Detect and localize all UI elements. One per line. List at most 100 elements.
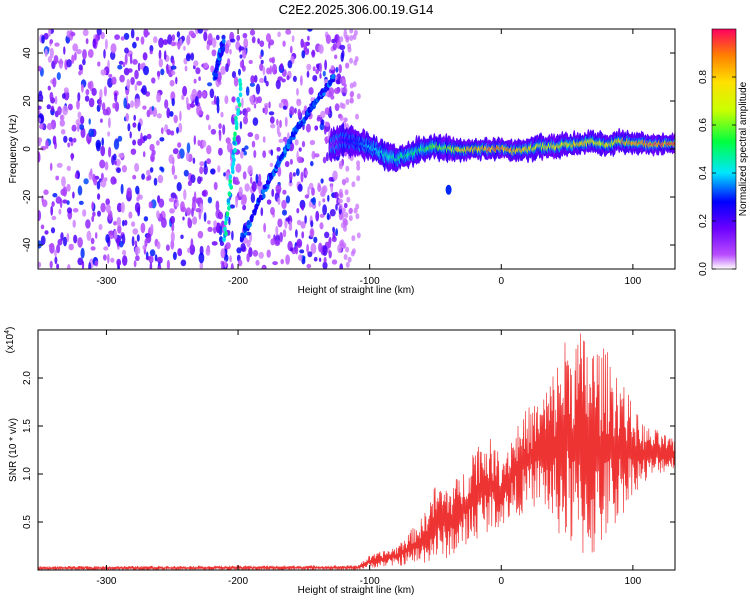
- noise-speck: [63, 236, 67, 247]
- noise-speck: [326, 212, 330, 221]
- noise-speck: [339, 77, 344, 84]
- noise-speck: [41, 35, 45, 44]
- noise-speck: [176, 31, 181, 38]
- noise-speck: [165, 244, 170, 251]
- noise-speck: [355, 213, 360, 220]
- noise-speck: [231, 96, 236, 103]
- noise-speck: [82, 29, 89, 37]
- noise-speck: [319, 222, 324, 230]
- noise-speck: [123, 97, 127, 109]
- noise-speck: [184, 65, 188, 72]
- noise-speck: [166, 107, 171, 119]
- noise-speck: [72, 43, 79, 52]
- noise-speck: [117, 265, 120, 269]
- snr-x-tick-label: 100: [625, 576, 642, 587]
- noise-speck: [339, 115, 344, 121]
- noise-speck: [340, 212, 345, 219]
- noise-speck: [199, 161, 205, 167]
- noise-speck: [241, 97, 244, 108]
- noise-speck: [275, 79, 281, 90]
- noise-speck: [281, 78, 286, 83]
- noise-speck: [345, 99, 350, 105]
- noise-speck: [257, 96, 262, 104]
- noise-speck: [156, 113, 162, 119]
- noise-speck: [247, 165, 253, 176]
- noise-speck: [289, 220, 293, 230]
- noise-speck: [328, 87, 335, 97]
- noise-speck: [349, 29, 354, 34]
- noise-speck: [207, 220, 211, 225]
- noise-speck: [167, 34, 173, 45]
- noise-speck: [183, 169, 189, 177]
- noise-speck: [282, 40, 286, 47]
- noise-speck: [171, 98, 175, 107]
- noise-speck: [211, 37, 217, 48]
- noise-speck: [345, 261, 350, 268]
- noise-speck: [268, 41, 271, 49]
- spectrogram-x-axis-title: Height of straight line (km): [298, 285, 415, 296]
- noise-speck: [50, 227, 56, 234]
- noise-speck: [202, 140, 207, 148]
- noise-speck: [83, 178, 89, 185]
- noise-speck: [249, 95, 255, 103]
- noise-speck: [117, 224, 122, 234]
- snr-x-tick-label: -300: [96, 576, 116, 587]
- noise-speck: [258, 173, 262, 183]
- noise-speck: [285, 254, 290, 265]
- noise-speck: [130, 29, 135, 39]
- noise-speck: [222, 124, 226, 135]
- colorbar-ticks: 0.0 0.2 0.4 0.6 0.8: [698, 70, 736, 276]
- noise-speck: [337, 198, 343, 204]
- noise-speck: [190, 52, 195, 61]
- noise-speck: [211, 241, 218, 246]
- noise-speck: [48, 243, 54, 248]
- steep-streak-upper: [212, 38, 226, 81]
- noise-speck: [122, 220, 125, 227]
- noise-speck: [45, 139, 49, 149]
- noise-speck: [38, 117, 41, 123]
- noise-speck: [116, 167, 121, 174]
- noise-speck: [355, 113, 359, 120]
- noise-speck: [193, 78, 197, 84]
- spectrogram-y-tick-label: -40: [22, 237, 33, 252]
- noise-speck: [172, 251, 177, 261]
- spectrogram-y-tick-label: 40: [22, 47, 33, 59]
- noise-speck: [323, 256, 327, 264]
- noise-speck: [356, 232, 361, 239]
- noise-speck: [206, 145, 212, 155]
- steep-streak-upper-dot: [222, 38, 226, 44]
- noise-speck: [319, 62, 322, 73]
- noise-speck: [57, 238, 63, 246]
- noise-speck: [63, 46, 66, 55]
- noise-speck: [122, 249, 127, 256]
- noise-speck: [49, 260, 53, 269]
- noise-speck: [170, 215, 175, 224]
- noise-speck: [44, 230, 49, 235]
- noise-speck: [199, 202, 204, 214]
- noise-speck: [114, 34, 120, 40]
- noise-speck: [139, 63, 144, 70]
- noise-speck: [181, 94, 185, 101]
- noise-speck: [58, 208, 62, 215]
- noise-speck: [296, 88, 299, 96]
- noise-speck: [244, 145, 249, 150]
- noise-speck: [149, 167, 154, 173]
- snr-y-tick-label: 1.5: [22, 419, 33, 433]
- noise-speck: [236, 34, 241, 42]
- noise-speck: [151, 77, 156, 84]
- noise-speck: [249, 82, 255, 87]
- noise-speck: [50, 105, 55, 112]
- noise-speck: [185, 96, 189, 106]
- noise-speck: [250, 176, 253, 184]
- steep-streak-dot: [224, 231, 228, 237]
- noise-speck: [210, 65, 215, 73]
- noise-speck: [339, 36, 344, 43]
- noise-speck: [188, 30, 195, 37]
- noise-speck: [243, 150, 247, 156]
- noise-speck: [62, 186, 68, 197]
- noise-speck: [59, 119, 65, 127]
- noise-speck: [260, 59, 264, 65]
- noise-speck: [143, 65, 149, 76]
- noise-speck: [38, 93, 44, 102]
